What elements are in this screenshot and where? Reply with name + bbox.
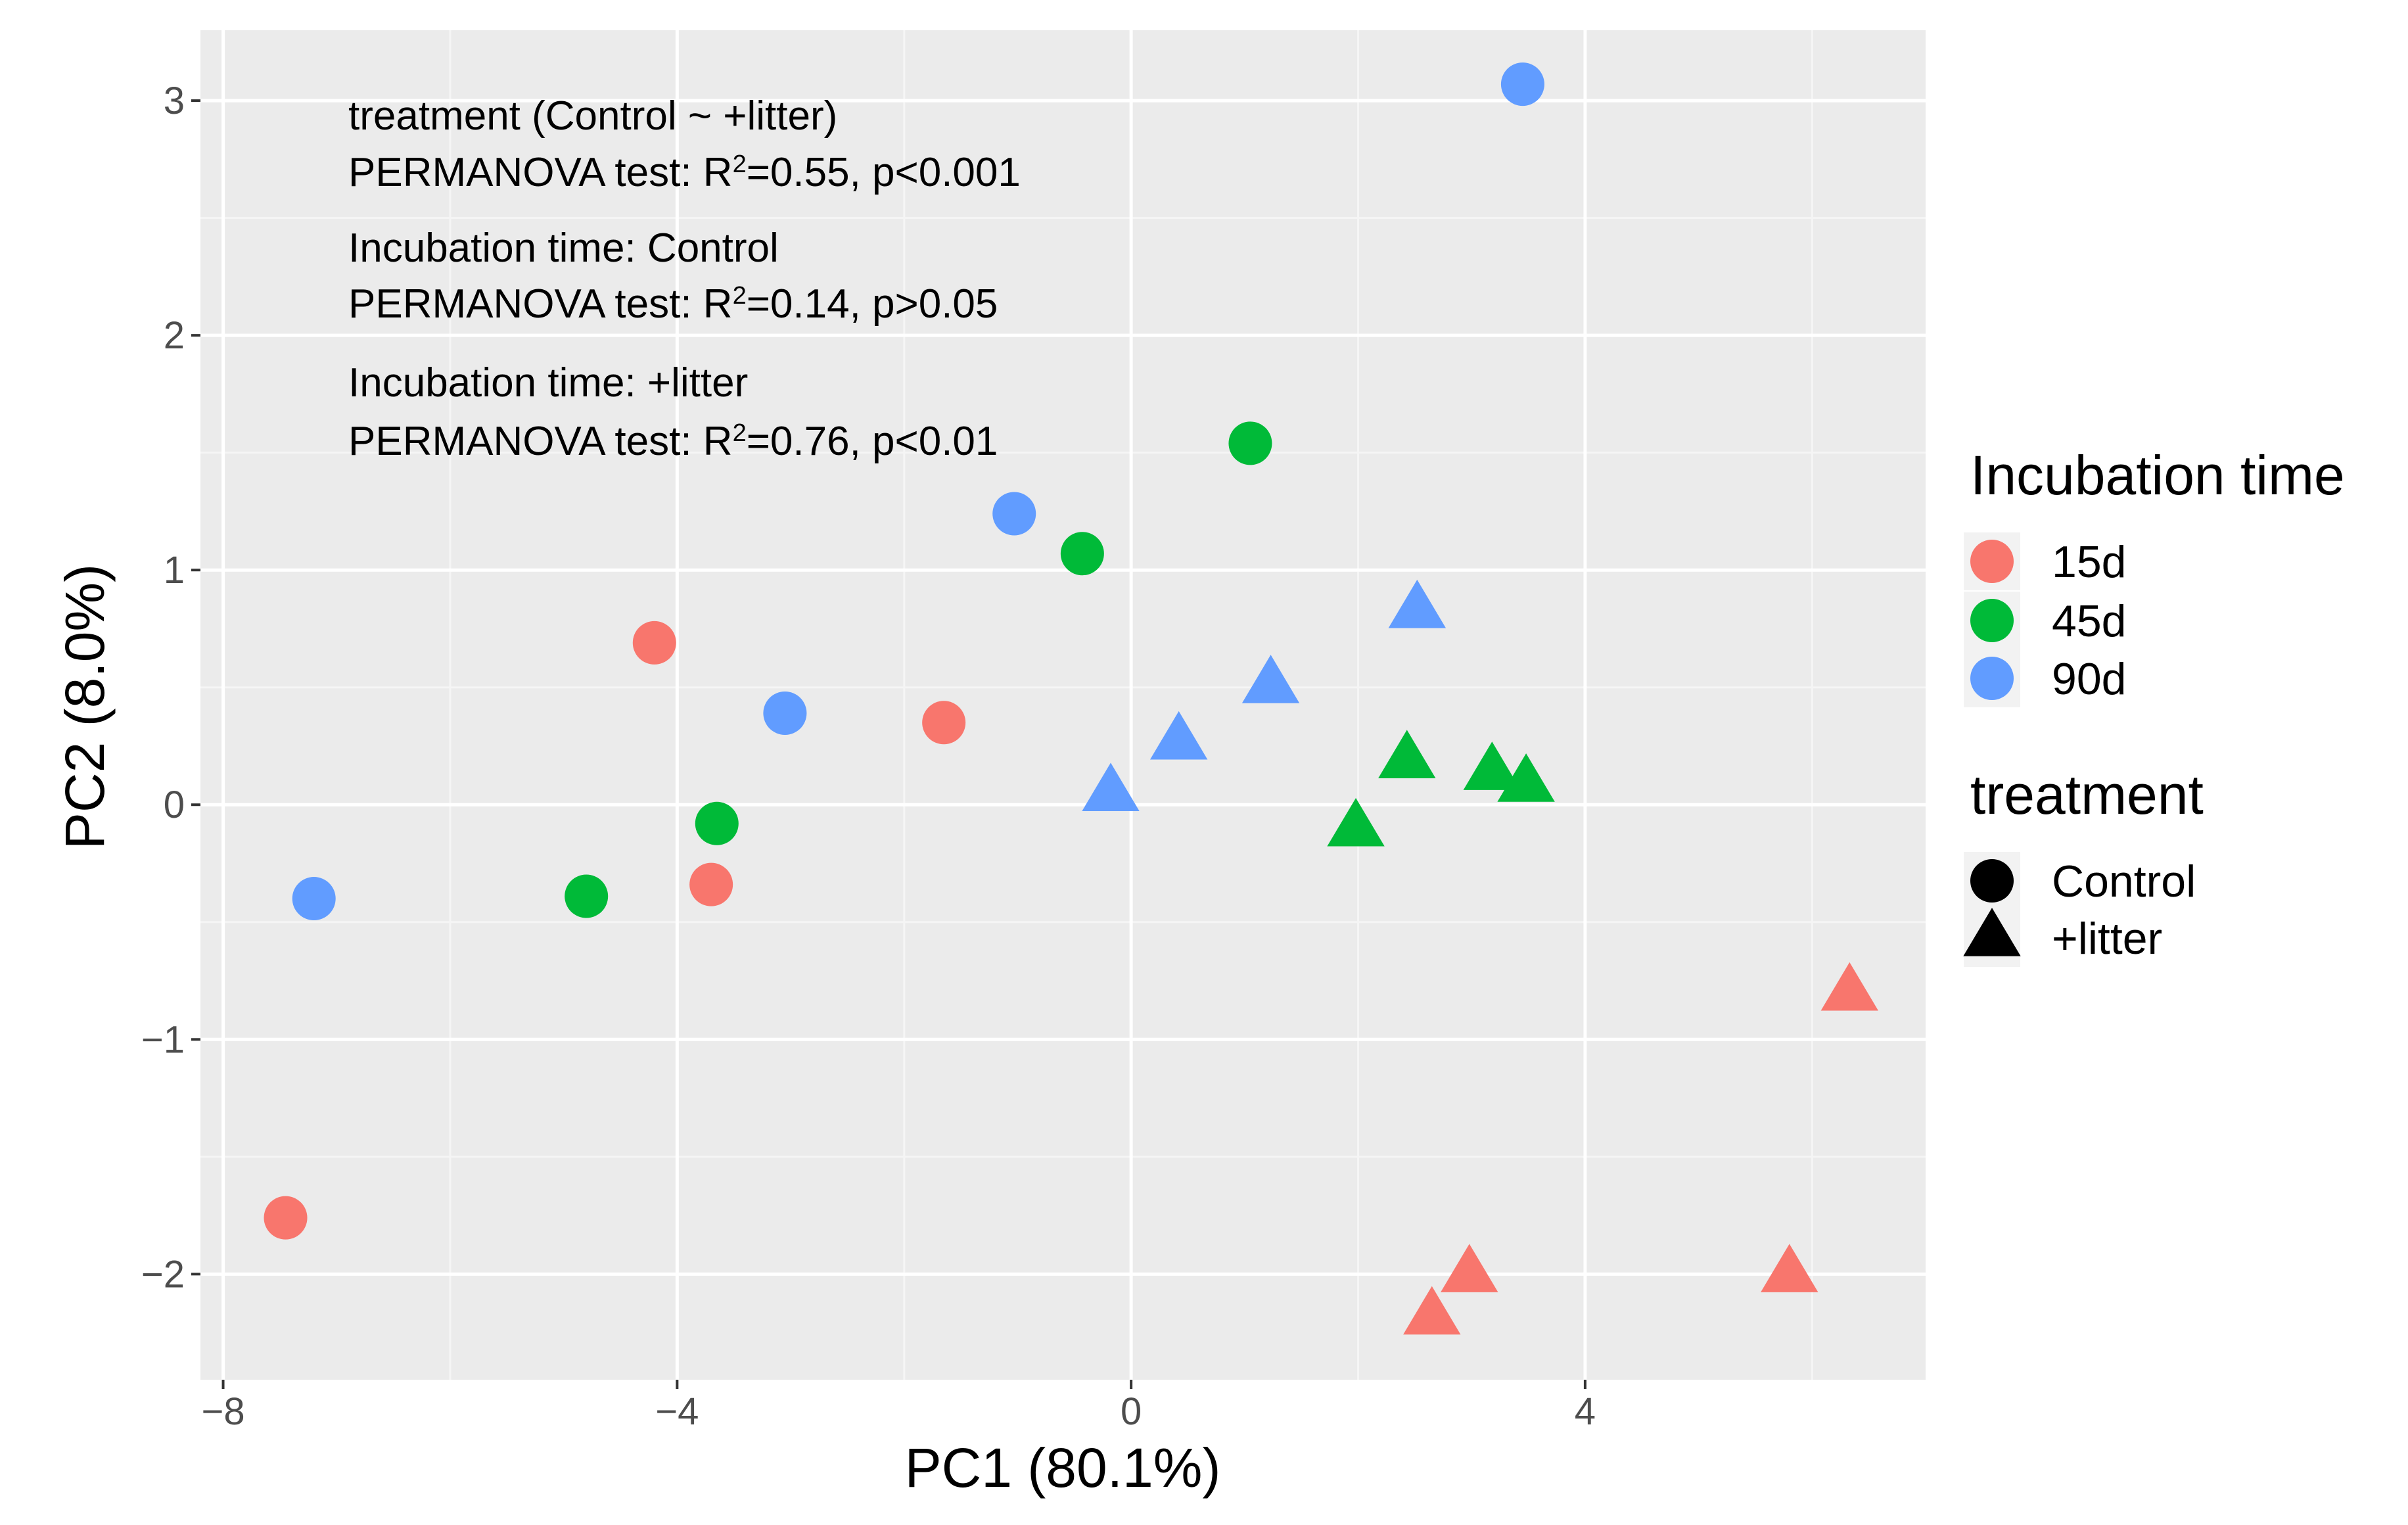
x-tick-label: −4 bbox=[655, 1390, 699, 1433]
point-15d-litter bbox=[1820, 962, 1878, 1011]
y-tick-label: −2 bbox=[141, 1253, 185, 1296]
annotation-line: PERMANOVA test: R2=0.76, p<0.01 bbox=[348, 419, 998, 464]
annotations: treatment (Control ~ +litter) PERMANOVA t… bbox=[348, 93, 1021, 464]
legend-label-90d: 90d bbox=[2052, 654, 2126, 704]
y-tick-label: 0 bbox=[164, 784, 185, 826]
point-90d-litter bbox=[1149, 711, 1208, 760]
point-90d-control bbox=[992, 492, 1036, 536]
grid bbox=[200, 30, 1926, 1380]
point-15d-litter bbox=[1403, 1286, 1461, 1335]
y-axis-title: PC2 (8.0%) bbox=[54, 564, 116, 849]
x-tick-label: 4 bbox=[1575, 1390, 1596, 1433]
y-tick-label: 3 bbox=[164, 80, 185, 122]
legend-color-items: 15d 45d 90d bbox=[1964, 532, 2126, 707]
point-15d-litter bbox=[1761, 1244, 1818, 1292]
point-45d-litter bbox=[1463, 741, 1521, 790]
x-tick-label: 0 bbox=[1121, 1390, 1142, 1433]
point-45d-control bbox=[1228, 421, 1272, 465]
point-45d-litter bbox=[1327, 797, 1385, 847]
x-tick-label: −8 bbox=[201, 1390, 244, 1433]
point-45d-control bbox=[565, 874, 609, 918]
legend-label-15d: 15d bbox=[2052, 537, 2126, 587]
point-45d-control bbox=[695, 801, 739, 845]
legend-shape-circle bbox=[1970, 859, 2014, 903]
legend-shape-title: treatment bbox=[1970, 764, 2204, 826]
point-90d-litter bbox=[1241, 655, 1300, 703]
axis-ticks bbox=[191, 99, 1586, 1389]
y-tick-label: 1 bbox=[164, 549, 185, 592]
y-tick-label: −1 bbox=[141, 1018, 185, 1061]
legend-swatch-45d bbox=[1970, 599, 2014, 642]
legend-label-45d: 45d bbox=[2052, 596, 2126, 646]
legend-shape-items: Control +litter bbox=[1963, 852, 2196, 967]
point-15d-control bbox=[632, 621, 676, 665]
legend-swatch-15d bbox=[1970, 540, 2014, 583]
point-90d-control bbox=[763, 691, 807, 735]
annotation-line: treatment (Control ~ +litter) bbox=[348, 93, 837, 139]
tick-labels: −8 −4 0 4 −2 −1 0 1 2 3 bbox=[141, 80, 1596, 1433]
legend-shape-triangle bbox=[1963, 908, 2021, 956]
point-15d-control bbox=[922, 701, 966, 745]
point-45d-control bbox=[1060, 532, 1104, 576]
plot-panel bbox=[200, 30, 1926, 1380]
annotation-line: PERMANOVA test: R2=0.55, p<0.001 bbox=[348, 150, 1021, 195]
y-tick-label: 2 bbox=[164, 314, 185, 357]
data-points bbox=[264, 62, 1878, 1335]
x-axis-title: PC1 (80.1%) bbox=[905, 1437, 1221, 1499]
point-90d-litter bbox=[1082, 762, 1140, 811]
point-45d-litter bbox=[1497, 753, 1555, 802]
legend-color-title: Incubation time bbox=[1970, 444, 2345, 506]
annotation-line: Incubation time: Control bbox=[348, 225, 779, 271]
point-90d-control bbox=[1500, 62, 1544, 106]
legend-swatch-90d bbox=[1970, 657, 2014, 700]
legend-shape-label: +litter bbox=[2052, 914, 2162, 964]
legend: Incubation time 15d 45d 90d treatment Cont… bbox=[1963, 444, 2345, 967]
point-15d-litter bbox=[1441, 1244, 1498, 1292]
point-90d-control bbox=[292, 877, 336, 921]
point-45d-litter bbox=[1378, 730, 1436, 779]
annotation-line: Incubation time: +litter bbox=[348, 360, 748, 406]
point-15d-control bbox=[689, 862, 733, 906]
point-15d-control bbox=[264, 1196, 308, 1240]
annotation-line: PERMANOVA test: R2=0.14, p>0.05 bbox=[348, 281, 998, 327]
point-90d-litter bbox=[1388, 579, 1447, 628]
legend-shape-label: Control bbox=[2052, 856, 2196, 906]
